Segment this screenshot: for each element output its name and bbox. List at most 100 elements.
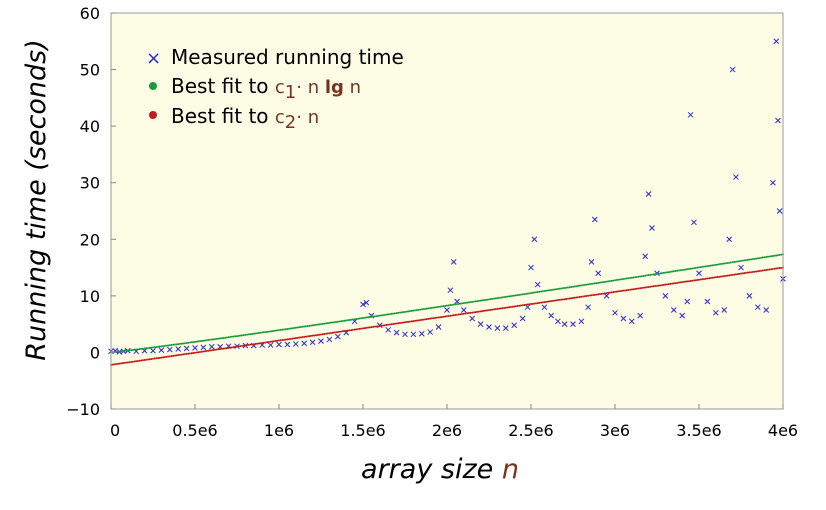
fit-linear-point: [262, 341, 265, 344]
fit-nlgn-point: [679, 269, 682, 272]
fit-nlgn-point: [380, 314, 383, 317]
fit-linear-point: [640, 287, 643, 290]
fit-nlgn-point: [338, 320, 341, 323]
fit-linear-point: [533, 302, 536, 305]
fit-linear-point: [432, 317, 435, 320]
measured-point: [402, 331, 408, 338]
fit-nlgn-point: [251, 332, 254, 335]
fit-linear-point: [348, 329, 351, 332]
fit-linear-point: [370, 326, 373, 329]
fit-linear-point: [425, 318, 428, 321]
fit-linear-point: [205, 350, 208, 353]
measured-point: [363, 299, 370, 306]
fit-nlgn-point: [761, 256, 764, 259]
fit-linear-point: [755, 270, 758, 273]
fit-linear-point: [252, 343, 255, 346]
fit-linear-point: [222, 347, 225, 350]
fit-linear-point: [301, 336, 304, 339]
fit-nlgn-point: [390, 312, 393, 315]
fit-linear-point: [704, 277, 707, 280]
fit-nlgn-point: [573, 285, 576, 288]
fit-nlgn-point: [145, 347, 148, 350]
fit-linear-point: [325, 332, 328, 335]
fit-nlgn-point: [382, 314, 385, 317]
fit-linear-point: [289, 337, 292, 340]
fit-nlgn-point: [170, 344, 173, 347]
fit-linear-point: [111, 363, 114, 366]
measured-point: [519, 315, 526, 322]
y-tick-label: 10: [80, 287, 100, 306]
fit-linear-point: [761, 269, 764, 272]
fit-linear-point: [272, 340, 275, 343]
fit-nlgn-point: [200, 339, 203, 342]
fit-nlgn-point: [207, 339, 210, 342]
fit-linear-point: [637, 287, 640, 290]
fit-nlgn-point: [533, 291, 536, 294]
fit-linear-point: [597, 293, 600, 296]
measured-point: [477, 321, 484, 327]
fit-nlgn-point: [267, 330, 270, 333]
fit-linear-point: [548, 300, 551, 303]
fit-nlgn-point: [528, 292, 531, 295]
fit-linear-point: [763, 269, 766, 272]
fit-linear-point: [734, 273, 737, 276]
fit-linear-point: [719, 275, 722, 278]
fit-nlgn-point: [622, 278, 625, 281]
fit-linear-point: [489, 308, 492, 311]
fit-linear-point: [558, 298, 561, 301]
fit-linear-point: [758, 269, 761, 272]
fit-linear-point: [435, 316, 438, 319]
fit-nlgn-point: [615, 279, 618, 282]
measured-point: [541, 304, 548, 311]
fit-linear-point: [740, 272, 742, 275]
fit-nlgn-point: [446, 304, 448, 307]
fit-nlgn-point: [593, 282, 596, 285]
fit-nlgn-series: [110, 253, 784, 354]
fit-nlgn-point: [141, 347, 144, 350]
fit-linear-point: [536, 302, 539, 305]
fit-nlgn-point: [355, 318, 358, 321]
fit-linear-point: [672, 282, 675, 285]
fit-nlgn-point: [304, 325, 307, 328]
fit-nlgn-point: [257, 332, 260, 335]
fit-linear-point: [481, 310, 484, 313]
fit-nlgn-point: [123, 349, 126, 352]
fit-linear-point: [167, 355, 170, 358]
fit-linear-point: [118, 362, 121, 365]
fit-linear-point: [224, 347, 227, 350]
fit-nlgn-point: [400, 311, 403, 314]
measured-point: [555, 318, 561, 325]
fit-nlgn-point: [706, 265, 709, 268]
fit-linear-point: [257, 342, 260, 345]
fit-nlgn-point: [773, 254, 776, 257]
fit-linear-point: [630, 288, 633, 291]
fit-nlgn-point: [605, 280, 608, 283]
fit-linear-point: [516, 305, 519, 308]
fit-nlgn-point: [163, 344, 166, 347]
fit-nlgn-point: [118, 350, 121, 353]
fit-nlgn-point: [630, 276, 633, 279]
fit-linear-point: [298, 336, 301, 339]
fit-nlgn-point: [553, 288, 556, 291]
measured-point: [775, 117, 781, 124]
measured-point: [200, 344, 207, 351]
fit-linear-point: [694, 279, 697, 282]
fit-nlgn-point: [560, 287, 563, 290]
measured-point: [192, 345, 198, 351]
fit-linear-point: [661, 284, 664, 287]
fit-linear-point: [404, 321, 406, 324]
fit-linear-point: [355, 328, 358, 331]
fit-linear-point: [178, 353, 181, 356]
measured-point: [570, 321, 576, 327]
measured-point: [776, 208, 783, 214]
fit-linear-point: [467, 312, 470, 315]
fit-linear-point: [689, 279, 692, 282]
fit-nlgn-point: [676, 269, 679, 272]
fit-linear-point: [652, 285, 655, 288]
fit-linear-point: [360, 327, 363, 330]
fit-linear-point: [511, 305, 514, 308]
fit-linear-point: [587, 294, 590, 297]
fit-linear-point: [214, 348, 217, 351]
fit-nlgn-point: [775, 254, 778, 257]
fit-nlgn-point: [755, 257, 758, 260]
